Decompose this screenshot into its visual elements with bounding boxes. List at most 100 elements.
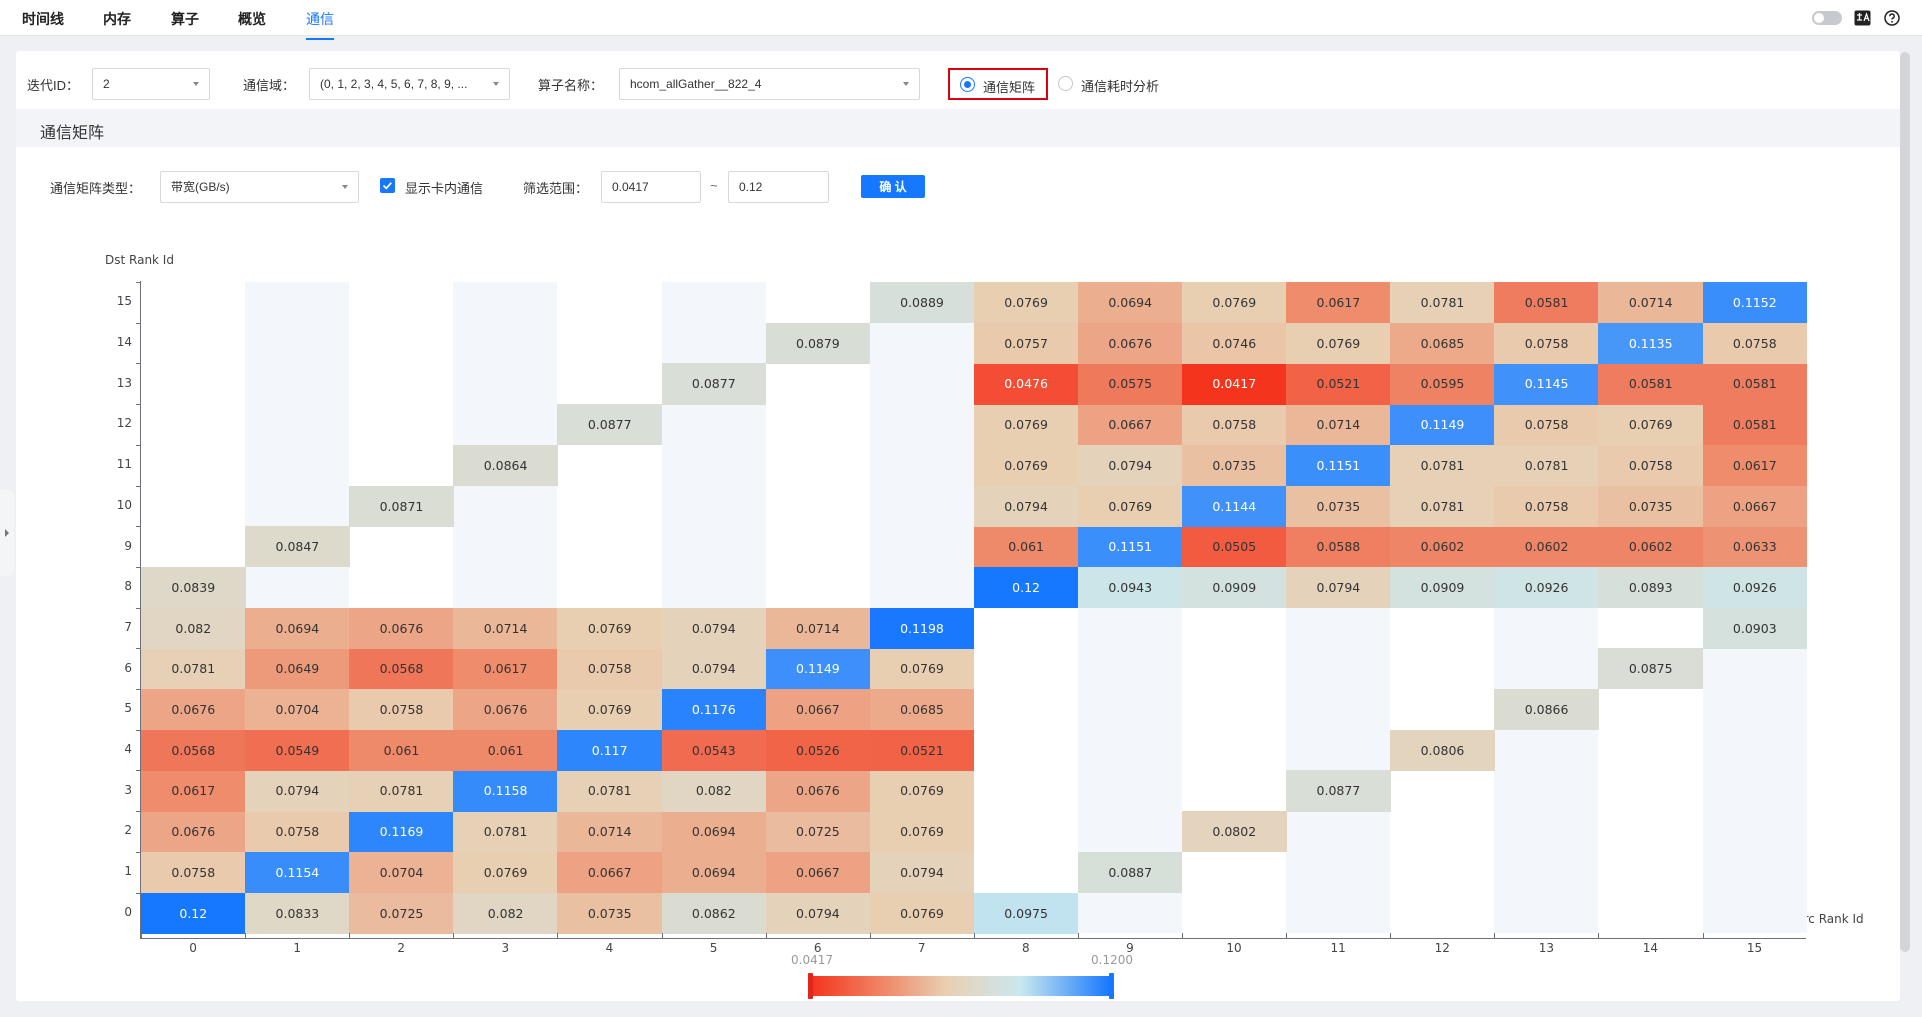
heatmap-cell[interactable]: 0.0676 (141, 811, 246, 853)
heatmap-cell[interactable]: 0.0568 (349, 648, 454, 690)
heatmap-cell[interactable]: 0.0769 (557, 607, 662, 649)
side-panel-toggle[interactable] (0, 490, 14, 576)
heatmap-cell[interactable]: 0.0714 (557, 811, 662, 853)
heatmap-cell[interactable]: 0.0476 (973, 363, 1079, 405)
heatmap-cell[interactable]: 0.0909 (1390, 566, 1495, 609)
confirm-button[interactable]: 确 认 (861, 175, 925, 198)
heatmap-cell[interactable]: 0.0794 (869, 851, 975, 893)
heatmap-cell[interactable]: 0.1144 (1182, 485, 1287, 527)
heatmap-cell[interactable]: 0.0943 (1077, 566, 1183, 609)
heatmap-cell[interactable]: 0.0704 (245, 689, 350, 731)
heatmap-cell[interactable]: 0.0802 (1182, 811, 1287, 853)
heatmap-cell[interactable]: 0.061 (349, 729, 454, 771)
heatmap-cell[interactable]: 0.0794 (245, 770, 350, 812)
heatmap-cell[interactable]: 0.0581 (1702, 363, 1808, 405)
inner-comm-checkbox[interactable] (380, 178, 395, 193)
heatmap-cell[interactable]: 0.0769 (1077, 485, 1183, 527)
heatmap-cell[interactable]: 0.0926 (1702, 566, 1808, 609)
heatmap-cell[interactable]: 0.0667 (557, 851, 662, 893)
heatmap-cell[interactable]: 0.0617 (1702, 444, 1808, 486)
operator-select[interactable]: hcom_allGather__822_4 (619, 68, 920, 100)
heatmap-cell[interactable]: 0.1154 (245, 851, 350, 893)
heatmap-cell[interactable]: 0.0676 (349, 607, 454, 649)
vertical-scrollbar[interactable] (1900, 52, 1910, 952)
heatmap-cell[interactable]: 0.0588 (1286, 526, 1391, 568)
heatmap-cell[interactable]: 0.0833 (245, 892, 350, 934)
heatmap-cell[interactable]: 0.0769 (973, 444, 1079, 486)
heatmap-cell[interactable]: 0.1152 (1702, 282, 1808, 324)
heatmap-cell[interactable]: 0.0746 (1182, 322, 1287, 364)
heatmap-cell[interactable]: 0.0417 (1182, 363, 1287, 405)
heatmap-cell[interactable]: 0.0839 (141, 566, 246, 609)
heatmap-cell[interactable]: 0.0769 (1598, 404, 1703, 446)
heatmap-cell[interactable]: 0.0893 (1598, 566, 1703, 609)
heatmap-cell[interactable]: 0.0781 (1390, 485, 1495, 527)
heatmap-cell[interactable]: 0.0758 (1494, 404, 1599, 446)
heatmap-cell[interactable]: 0.0794 (1286, 566, 1391, 609)
range-min-input[interactable] (601, 171, 701, 203)
heatmap-cell[interactable]: 0.0704 (349, 851, 454, 893)
radio-checked-icon[interactable] (960, 77, 975, 92)
heatmap-cell[interactable]: 0.0769 (869, 811, 975, 853)
heatmap-cell[interactable]: 0.0769 (973, 404, 1079, 446)
heatmap-cell[interactable]: 0.0758 (245, 811, 350, 853)
heatmap-cell[interactable]: 0.1135 (1598, 322, 1703, 364)
heatmap-cell[interactable]: 0.0676 (141, 689, 246, 731)
heatmap-cell[interactable]: 0.0758 (1702, 322, 1808, 364)
visualmap-max-handle[interactable] (1109, 973, 1114, 999)
heatmap-cell[interactable]: 0.0575 (1077, 363, 1183, 405)
heatmap-cell[interactable]: 0.061 (453, 729, 558, 771)
heatmap-cell[interactable]: 0.0926 (1494, 566, 1599, 609)
heatmap-cell[interactable]: 0.0526 (765, 729, 871, 771)
heatmap-cell[interactable]: 0.0806 (1390, 729, 1495, 771)
heatmap-cell[interactable]: 0.0602 (1494, 526, 1599, 568)
heatmap-cell[interactable]: 0.0758 (557, 648, 662, 690)
heatmap-cell[interactable]: 0.0617 (141, 770, 246, 812)
heatmap-cell[interactable]: 0.0714 (453, 607, 558, 649)
heatmap-cell[interactable]: 0.0649 (245, 648, 350, 690)
heatmap-cell[interactable]: 0.0581 (1598, 363, 1703, 405)
heatmap-cell[interactable]: 0.1151 (1286, 444, 1391, 486)
heatmap-cell[interactable]: 0.0877 (661, 363, 767, 405)
heatmap-cell[interactable]: 0.0875 (1598, 648, 1703, 690)
heatmap-cell[interactable]: 0.082 (141, 607, 246, 649)
tab-overview[interactable]: 概览 (238, 11, 266, 27)
heatmap-cell[interactable]: 0.0685 (1390, 322, 1495, 364)
heatmap-cell[interactable]: 0.0975 (973, 892, 1079, 934)
heatmap-cell[interactable]: 0.0595 (1390, 363, 1495, 405)
heatmap-cell[interactable]: 0.0866 (1494, 689, 1599, 731)
heatmap-cell[interactable]: 0.061 (973, 526, 1079, 568)
heatmap-cell[interactable]: 0.0794 (1077, 444, 1183, 486)
heatmap-cell[interactable]: 0.0735 (1286, 485, 1391, 527)
heatmap-cell[interactable]: 0.0735 (557, 892, 662, 934)
heatmap-cell[interactable]: 0.0714 (1598, 282, 1703, 324)
heatmap-cell[interactable]: 0.0694 (245, 607, 350, 649)
theme-toggle[interactable] (1812, 11, 1842, 25)
heatmap-cell[interactable]: 0.0758 (1598, 444, 1703, 486)
heatmap-cell[interactable]: 0.0581 (1702, 404, 1808, 446)
heatmap-cell[interactable]: 0.0794 (661, 607, 767, 649)
domain-select[interactable]: (0, 1, 2, 3, 4, 5, 6, 7, 8, 9, ... (309, 68, 510, 100)
heatmap-cell[interactable]: 0.0769 (869, 648, 975, 690)
heatmap-cell[interactable]: 0.1149 (765, 648, 871, 690)
heatmap-cell[interactable]: 0.0633 (1702, 526, 1808, 568)
heatmap-cell[interactable]: 0.0758 (1494, 485, 1599, 527)
heatmap-cell[interactable]: 0.0758 (1182, 404, 1287, 446)
radio-unchecked-icon[interactable] (1058, 76, 1073, 91)
radio-matrix-option[interactable]: 通信矩阵 (948, 68, 1048, 100)
heatmap-cell[interactable]: 0.0769 (869, 770, 975, 812)
heatmap-cell[interactable]: 0.0909 (1182, 566, 1287, 609)
heatmap-cell[interactable]: 0.0781 (349, 770, 454, 812)
heatmap-cell[interactable]: 0.1158 (453, 770, 558, 812)
heatmap-cell[interactable]: 0.0602 (1390, 526, 1495, 568)
heatmap-cell[interactable]: 0.0781 (1494, 444, 1599, 486)
heatmap-cell[interactable]: 0.1151 (1077, 526, 1183, 568)
heatmap-cell[interactable]: 0.0847 (245, 526, 350, 568)
heatmap-cell[interactable]: 0.1198 (869, 607, 975, 649)
heatmap-cell[interactable]: 0.0757 (973, 322, 1079, 364)
heatmap-cell[interactable]: 0.0769 (557, 689, 662, 731)
heatmap-cell[interactable]: 0.0769 (869, 892, 975, 934)
heatmap-cell[interactable]: 0.0543 (661, 729, 767, 771)
heatmap-cell[interactable]: 0.0714 (765, 607, 871, 649)
heatmap-cell[interactable]: 0.0581 (1494, 282, 1599, 324)
